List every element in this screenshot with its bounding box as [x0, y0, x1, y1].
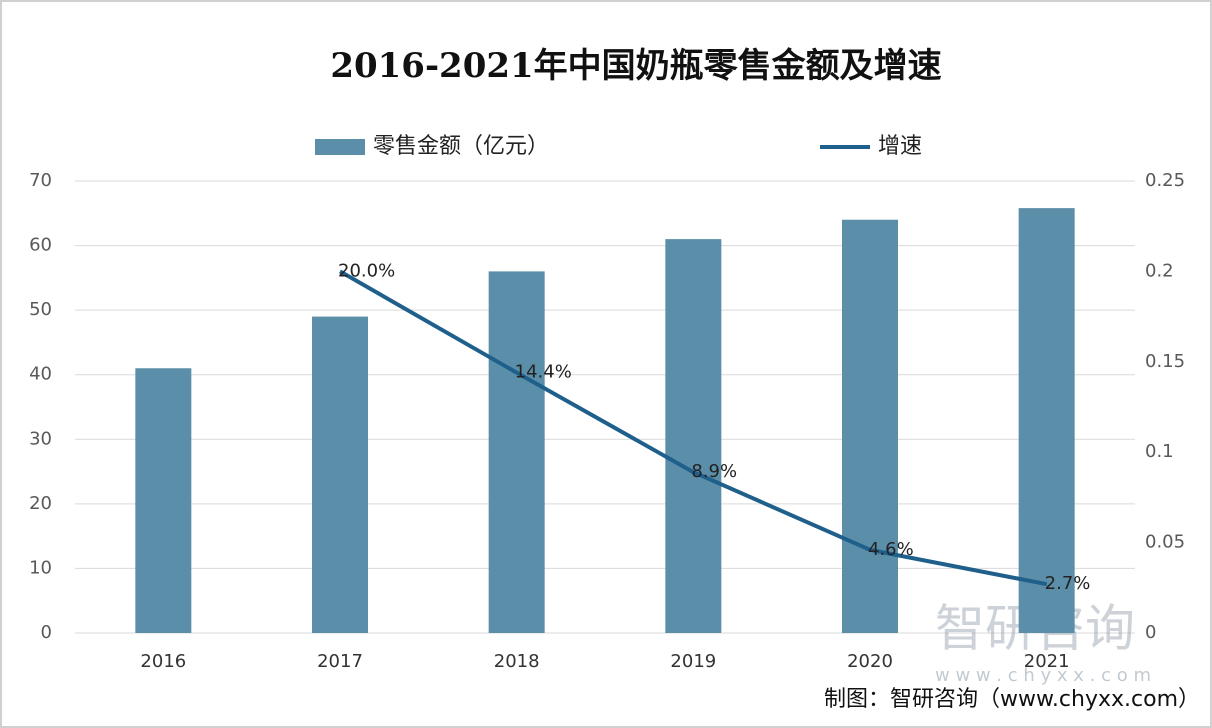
- data-label: 2.7%: [1045, 573, 1091, 594]
- legend-swatch: [315, 139, 365, 155]
- bar: [488, 271, 545, 633]
- data-label: 14.4%: [515, 362, 572, 383]
- data-label: 4.6%: [868, 539, 914, 560]
- y-tick-label: 20: [29, 493, 52, 514]
- y2-tick-label: 0.25: [1145, 170, 1185, 191]
- y2-tick-label: 0.1: [1145, 441, 1174, 462]
- y-tick-label: 70: [29, 170, 52, 191]
- y-tick-label: 0: [41, 622, 52, 643]
- bar: [312, 316, 368, 633]
- y-tick-label: 50: [29, 299, 52, 320]
- x-tick-label: 2016: [140, 651, 186, 672]
- x-tick-label: 2020: [847, 651, 893, 672]
- y2-tick-label: 0.05: [1145, 532, 1185, 553]
- y2-tick-label: 0: [1145, 622, 1156, 643]
- y-tick-label: 40: [29, 364, 52, 385]
- y2-tick-label: 0.15: [1145, 351, 1185, 372]
- chart-title: 2016-2021年中国奶瓶零售金额及增速: [330, 46, 941, 86]
- bar: [842, 219, 898, 633]
- y-tick-label: 60: [29, 235, 52, 256]
- x-tick-label: 2019: [670, 651, 716, 672]
- x-tick-label: 2017: [317, 651, 363, 672]
- bar: [135, 368, 192, 633]
- line: [339, 269, 1048, 587]
- bar: [1018, 208, 1075, 633]
- data-label: 8.9%: [691, 461, 737, 482]
- y-tick-label: 10: [29, 557, 52, 578]
- legend-label: 增速: [878, 134, 922, 159]
- source-note: 制图：智研咨询（www.chyxx.com）: [824, 687, 1200, 712]
- legend-label: 零售金额（亿元）: [373, 134, 549, 159]
- watermark-url: w w w . c h y x x . c o m: [935, 665, 1151, 686]
- x-tick-label: 2018: [494, 651, 540, 672]
- y-tick-label: 30: [29, 428, 52, 449]
- y2-tick-label: 0.2: [1145, 260, 1174, 281]
- data-label: 20.0%: [338, 260, 395, 281]
- x-tick-label: 2021: [1024, 651, 1070, 672]
- bar: [665, 239, 722, 633]
